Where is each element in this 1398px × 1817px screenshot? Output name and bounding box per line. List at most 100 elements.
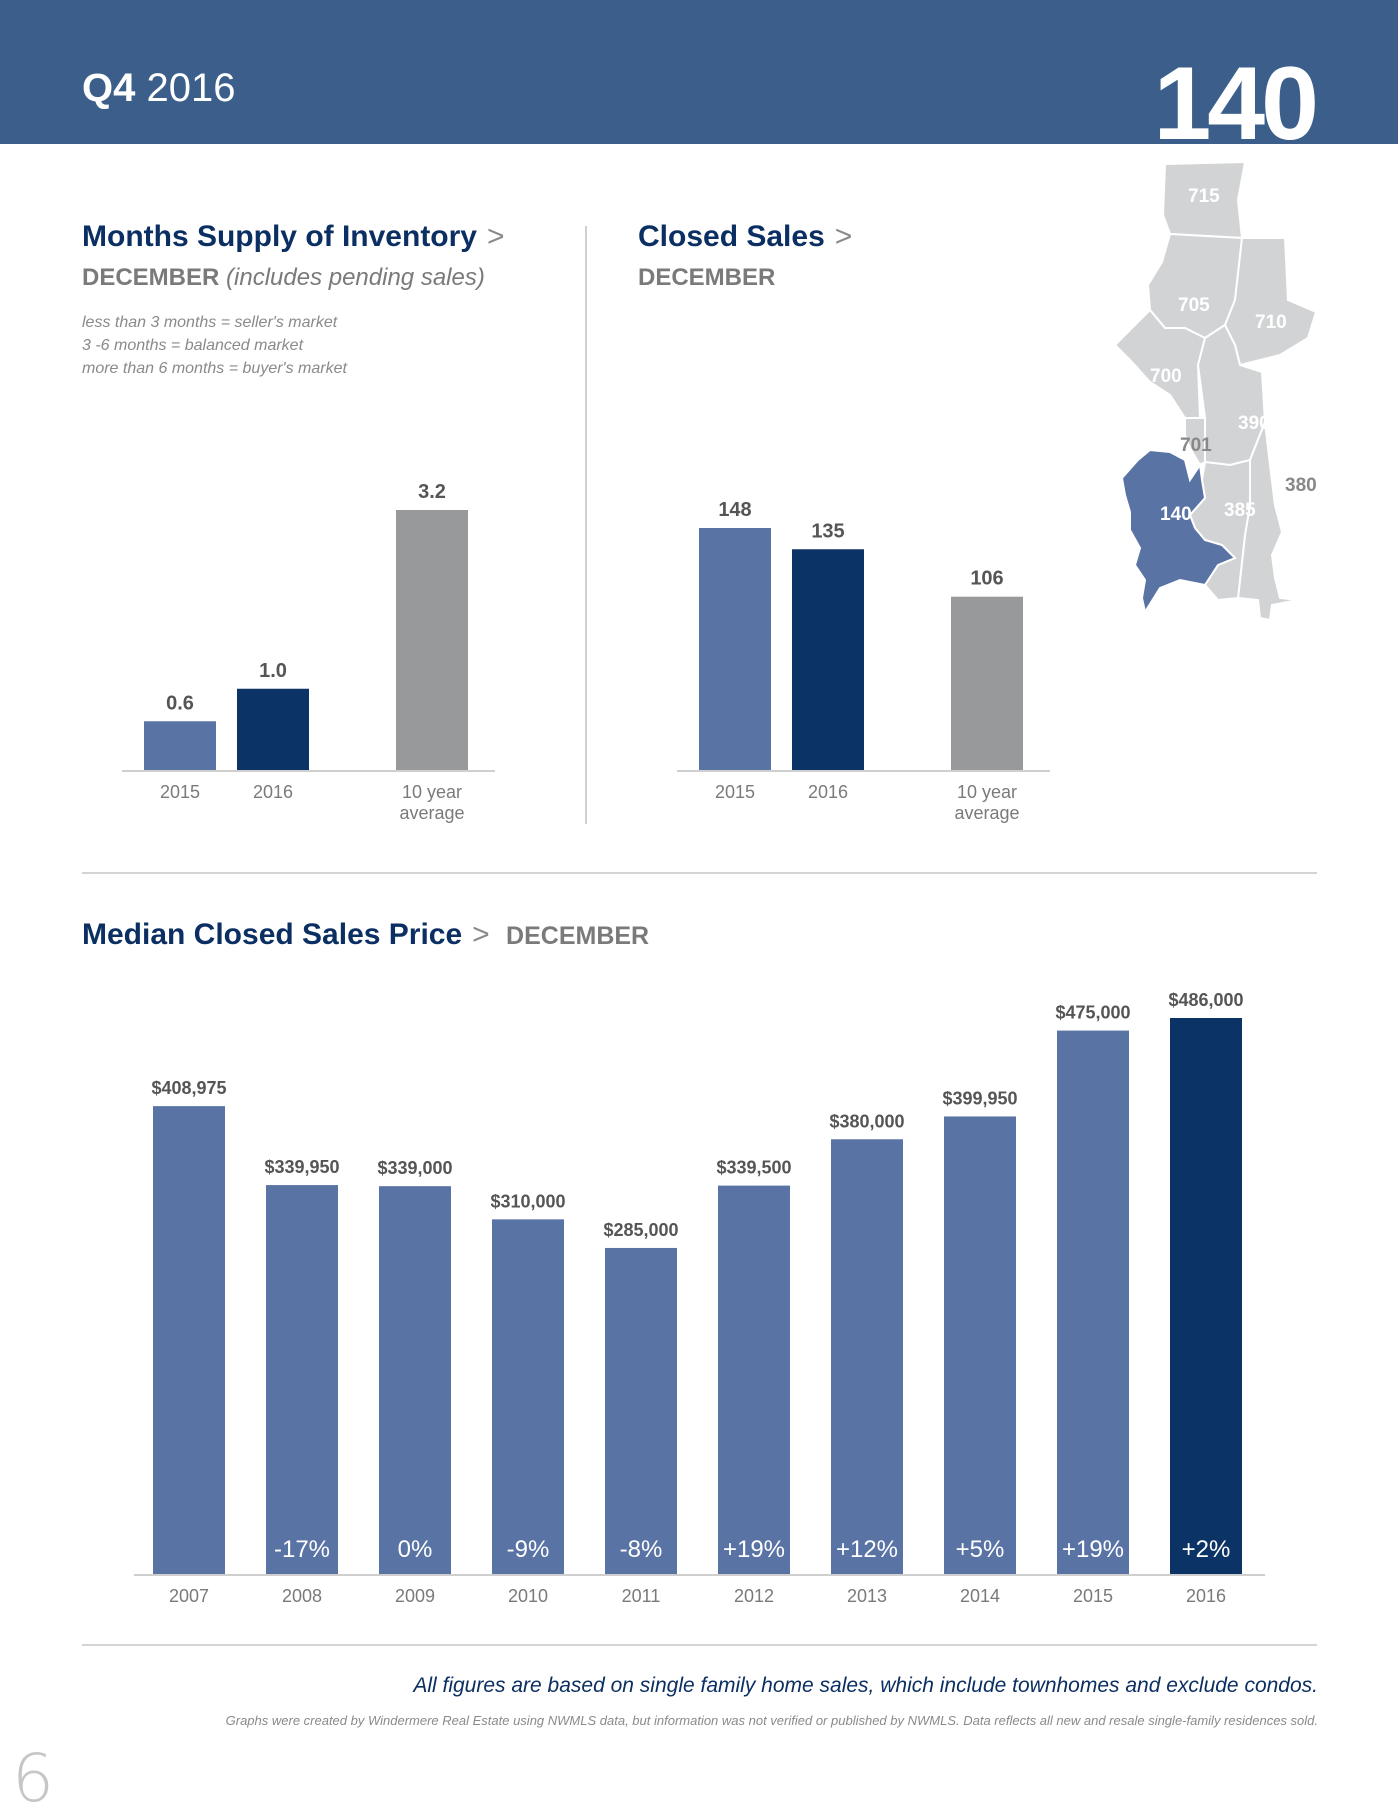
median-price-change-label-3: -9% — [507, 1536, 550, 1563]
months-supply-tick-label-2-1: average — [399, 803, 464, 823]
median-price-bar-8 — [1057, 1030, 1129, 1574]
year: 2016 — [146, 66, 236, 110]
map-label-701: 701 — [1180, 435, 1212, 456]
quarter-label: Q4 2016 — [82, 66, 235, 111]
page-number: 6 — [12, 1740, 54, 1817]
median-price-change-label-2: 0% — [398, 1536, 433, 1563]
median-price-tick-label-3: 2010 — [508, 1586, 548, 1606]
map-label-390: 390 — [1238, 413, 1270, 434]
closed-sales-bar-2 — [951, 596, 1023, 770]
closed-sales-tick-label-2-0: 10 year — [957, 782, 1017, 802]
median-price-value-label-4: $285,000 — [603, 1220, 678, 1240]
footer-divider — [82, 1644, 1317, 1646]
median-price-tick-label-9: 2016 — [1186, 1586, 1226, 1606]
map-label-700: 700 — [1150, 366, 1182, 387]
map-region-710 — [1223, 237, 1318, 367]
months-supply-tick-label-1: 2016 — [253, 782, 293, 802]
section-divider-horizontal — [82, 872, 1317, 874]
months-supply-value-label-2: 3.2 — [418, 481, 446, 503]
median-price-tick-label-0: 2007 — [169, 1586, 209, 1606]
median-price-change-label-6: +12% — [836, 1536, 898, 1563]
closed-sales-bar-1 — [792, 549, 864, 770]
months-supply-bar-0 — [144, 721, 216, 770]
median-price-arrow: > — [472, 918, 490, 951]
median-price-change-label-5: +19% — [723, 1536, 785, 1563]
median-price-title-text: Median Closed Sales Price — [82, 918, 463, 951]
closed-sales-arrow: > — [834, 220, 853, 253]
closed-sales-title: Closed Sales > — [638, 220, 852, 254]
median-price-bar-7 — [944, 1116, 1016, 1574]
map-region-701 — [1184, 417, 1206, 467]
median-price-change-label-7: +5% — [956, 1536, 1005, 1563]
median-price-bar-0 — [153, 1106, 225, 1574]
closed-sales-value-label-0: 148 — [718, 499, 751, 521]
median-price-tick-label-1: 2008 — [282, 1586, 322, 1606]
median-price-value-label-5: $339,500 — [716, 1158, 791, 1178]
median-price-tick-label-2: 2009 — [395, 1586, 435, 1606]
median-price-bar-6 — [831, 1139, 903, 1574]
map-label-140: 140 — [1160, 504, 1192, 525]
months-supply-title: Months Supply of Inventory > — [82, 220, 505, 254]
median-price-bar-5 — [718, 1185, 790, 1574]
median-price-value-label-3: $310,000 — [490, 1191, 565, 1211]
market-legend-balanced: 3 -6 months = balanced market — [82, 337, 304, 354]
market-legend-buyer: more than 6 months = buyer's market — [82, 360, 347, 377]
map-label-385: 385 — [1224, 500, 1256, 521]
closed-sales-tick-label-1: 2016 — [808, 782, 848, 802]
market-legend-seller: less than 3 months = seller's market — [82, 314, 338, 331]
median-price-change-label-8: +19% — [1062, 1536, 1124, 1563]
months-supply-month: DECEMBER — [82, 264, 220, 291]
footnote: All figures are based on single family h… — [413, 1674, 1318, 1697]
map-label-705: 705 — [1178, 295, 1210, 316]
closed-sales-subtitle: DECEMBER — [638, 264, 776, 291]
months-supply-tick-label-0: 2015 — [160, 782, 200, 802]
median-price-value-label-8: $475,000 — [1055, 1003, 1130, 1023]
map-label-380: 380 — [1285, 475, 1317, 496]
median-price-chart: $408,975 2007 $339,950 2008 -17% $339,000 2009… — [134, 990, 1265, 1606]
months-supply-arrow: > — [487, 220, 505, 253]
median-price-value-label-6: $380,000 — [829, 1111, 904, 1131]
median-price-value-label-0: $408,975 — [151, 1078, 226, 1098]
area-number: 140 — [1153, 46, 1319, 162]
months-supply-tick-label-2-0: 10 year — [402, 782, 462, 802]
median-price-tick-label-4: 2011 — [622, 1586, 661, 1606]
median-price-bar-4 — [605, 1247, 677, 1574]
median-price-bar-1 — [266, 1185, 338, 1574]
months-supply-bar-2 — [396, 510, 468, 770]
median-price-tick-label-5: 2012 — [734, 1586, 774, 1606]
disclaimer: Graphs were created by Windermere Real E… — [225, 1713, 1318, 1728]
median-price-change-label-4: -8% — [620, 1536, 663, 1563]
area-map: 715 705 710 700 390 701 380 140 385 — [1113, 160, 1318, 620]
closed-sales-value-label-1: 135 — [811, 520, 844, 542]
median-price-change-label-9: +2% — [1182, 1536, 1231, 1563]
months-supply-value-label-0: 0.6 — [166, 692, 194, 714]
median-price-value-label-9: $486,000 — [1168, 990, 1243, 1010]
map-label-710: 710 — [1255, 312, 1287, 333]
median-price-value-label-2: $339,000 — [377, 1158, 452, 1178]
closed-sales-value-label-2: 106 — [970, 568, 1003, 590]
median-price-change-label-1: -17% — [274, 1536, 330, 1563]
median-price-bar-2 — [379, 1186, 451, 1574]
median-price-title: Median Closed Sales Price > DECEMBER — [82, 918, 649, 952]
months-supply-bar-1 — [237, 688, 309, 770]
section-divider-vertical — [585, 226, 587, 824]
months-supply-note: (includes pending sales) — [226, 264, 485, 291]
closed-sales-tick-label-2-1: average — [954, 803, 1019, 823]
quarter: Q4 — [82, 66, 136, 110]
median-price-tick-label-7: 2014 — [960, 1586, 1000, 1606]
header-band: Q4 2016 140 — [0, 0, 1398, 156]
median-price-value-label-7: $399,950 — [942, 1088, 1017, 1108]
median-price-bar-3 — [492, 1219, 564, 1574]
median-price-value-label-1: $339,950 — [264, 1157, 339, 1177]
months-supply-subtitle: DECEMBER (includes pending sales) — [82, 264, 485, 292]
closed-sales-bar-0 — [699, 528, 771, 770]
map-label-715: 715 — [1188, 186, 1220, 207]
months-supply-value-label-1: 1.0 — [259, 660, 287, 682]
closed-sales-title-text: Closed Sales — [638, 220, 825, 253]
closed-sales-tick-label-0: 2015 — [715, 782, 755, 802]
median-price-tick-label-8: 2015 — [1073, 1586, 1113, 1606]
months-supply-title-text: Months Supply of Inventory — [82, 220, 477, 253]
map-region-140 — [1120, 448, 1237, 615]
